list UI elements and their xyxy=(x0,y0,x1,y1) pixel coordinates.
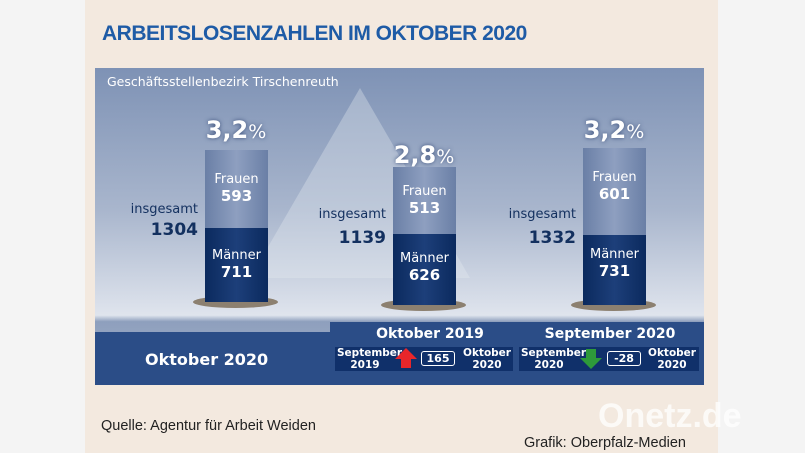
frauen-label: Frauen xyxy=(592,170,637,185)
frauen-value: 593 xyxy=(220,187,253,205)
maenner-label: Männer xyxy=(589,247,639,262)
change-value: 165 xyxy=(421,351,455,366)
rate-label: 2,8% xyxy=(374,141,474,169)
current-month-label: Oktober 2020 xyxy=(145,350,269,369)
credit-text: Grafik: Oberpfalz-Medien xyxy=(524,435,686,451)
maenner-label: Männer xyxy=(399,251,449,266)
to-period: Oktober 2020 xyxy=(463,347,511,371)
bar-maenner: Männer 731 xyxy=(583,235,646,305)
rate-label: 3,2% xyxy=(564,116,664,144)
comparison-panel: Oktober 2019 September 2019 165 Oktober 20… xyxy=(330,322,704,385)
from-year: 2020 xyxy=(534,359,564,371)
frauen-value: 601 xyxy=(598,185,631,203)
from-period: September 2019 xyxy=(337,347,402,371)
comparison-box: September 2019 165 Oktober 2020 xyxy=(335,347,513,371)
from-year: 2019 xyxy=(350,359,380,371)
rate-value: 3,2 xyxy=(205,116,249,144)
to-month: Oktober xyxy=(463,347,511,359)
arrow-up-icon-stem xyxy=(401,359,411,368)
maenner-value: 626 xyxy=(408,266,441,284)
from-month: September xyxy=(337,347,403,359)
frauen-label: Frauen xyxy=(402,184,447,199)
from-month: September xyxy=(521,347,587,359)
total-label: insgesamt xyxy=(318,207,386,222)
frauen-label: Frauen xyxy=(214,172,259,187)
to-period: Oktober 2020 xyxy=(647,347,697,371)
rate-sign: % xyxy=(626,121,645,143)
arrow-down-icon xyxy=(580,358,602,369)
comparison-title: September 2020 xyxy=(544,326,676,342)
rate-sign: % xyxy=(248,121,267,143)
total-value: 1139 xyxy=(338,228,386,248)
watermark-logo: Onetz.de xyxy=(598,397,742,435)
total-value: 1332 xyxy=(528,228,576,248)
to-month: Oktober xyxy=(648,347,696,359)
maenner-value: 731 xyxy=(598,262,631,280)
current-month-panel: Oktober 2020 xyxy=(95,332,330,385)
frauen-value: 513 xyxy=(408,199,441,217)
arrow-up-icon xyxy=(395,348,417,359)
bar-frauen: Frauen 601 xyxy=(583,148,646,235)
to-year: 2020 xyxy=(472,359,502,371)
maenner-label: Männer xyxy=(211,248,261,263)
comparison-band: Oktober 2020 Oktober 2019 September 2019 … xyxy=(95,322,704,385)
to-year: 2020 xyxy=(657,359,687,371)
comparison-box: September 2020 -28 Oktober 2020 xyxy=(519,347,699,371)
total-label: insgesamt xyxy=(508,207,576,222)
rate-label: 3,2% xyxy=(186,116,286,144)
total-label: insgesamt xyxy=(130,202,198,217)
bar-maenner: Männer 626 xyxy=(393,234,456,305)
rate-value: 3,2 xyxy=(583,116,627,144)
bar-maenner: Männer 711 xyxy=(205,228,268,302)
rate-value: 2,8 xyxy=(393,141,437,169)
region-label: Geschäftsstellenbezirk Tirschenreuth xyxy=(107,74,339,89)
bar-frauen: Frauen 593 xyxy=(205,150,268,228)
bar-frauen: Frauen 513 xyxy=(393,167,456,234)
change-value: -28 xyxy=(607,351,641,366)
total-value: 1304 xyxy=(150,220,198,240)
rate-sign: % xyxy=(436,146,455,168)
page-title: ARBEITSLOSENZAHLEN IM OKTOBER 2020 xyxy=(102,22,527,45)
arrow-down-icon-stem xyxy=(586,349,596,358)
from-period: September 2020 xyxy=(521,347,586,371)
maenner-value: 711 xyxy=(220,263,253,281)
source-text: Quelle: Agentur für Arbeit Weiden xyxy=(101,418,316,434)
comparison-title: Oktober 2019 xyxy=(376,326,484,342)
